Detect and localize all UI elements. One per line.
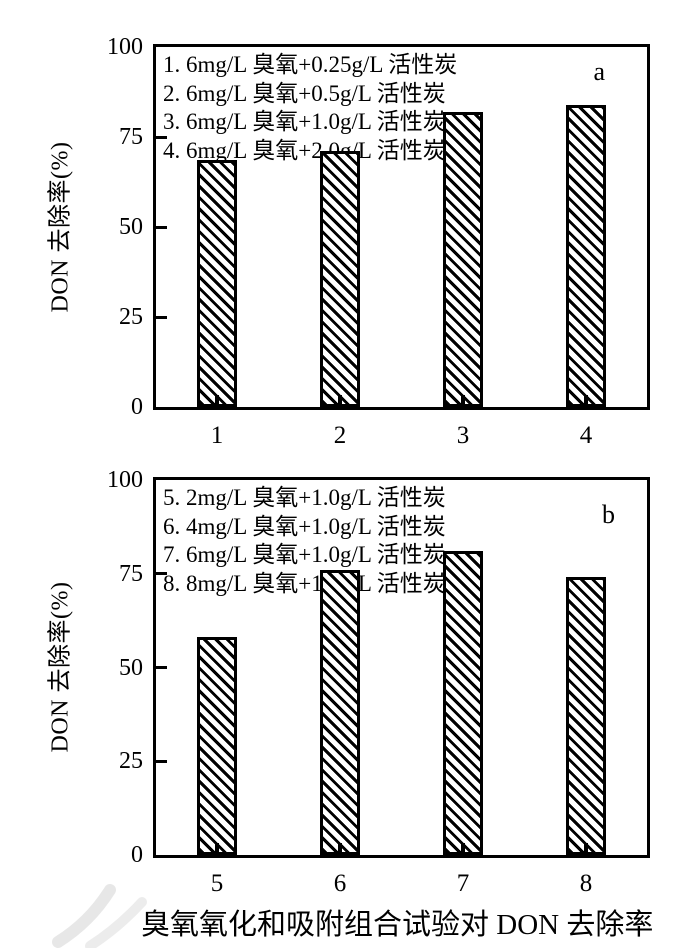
x-tick-mark [215,395,219,404]
y-tick-mark [156,225,167,229]
y-tick-mark [156,572,167,576]
legend-item: 7. 6mg/L 臭氧+1.0g/L 活性炭 [163,542,446,567]
x-tick-label: 6 [333,870,347,897]
y-tick-mark [156,759,167,763]
x-tick-label: 8 [579,870,593,897]
y-tick-label: 75 [119,560,143,587]
bar-5 [197,637,237,855]
legend-item: 4. 6mg/L 臭氧+2.0g/L 活性炭 [163,137,446,163]
y-tick-label: 0 [131,842,143,868]
bar-7 [443,551,483,855]
legend-item: 3. 6mg/L 臭氧+1.0g/L 活性炭 [163,109,446,134]
y-tick-label: 0 [131,394,143,420]
y-tick-label: 25 [119,304,143,330]
x-tick-mark [584,395,588,404]
legend-item: 6. 4mg/L 臭氧+1.0g/L 活性炭 [163,513,446,539]
bar-8 [566,577,606,855]
x-tick-mark [215,843,219,852]
x-tick-mark [461,843,465,852]
x-tick-mark [338,843,342,852]
x-tick-label: 4 [579,422,593,449]
x-tick-label: 1 [210,422,224,449]
bar-3 [443,112,483,407]
legend-item: 5. 2mg/L 臭氧+1.0g/L 活性炭 [163,485,446,510]
y-tick-label: 75 [119,124,143,150]
x-tick-label: 5 [210,870,224,897]
bar-1 [197,160,237,407]
bar-4 [566,105,606,407]
y-tick-mark [156,315,167,319]
x-tick-mark [584,843,588,852]
plot-area-a: 1. 6mg/L 臭氧+0.25g/L 活性炭 2. 6mg/L 臭氧+0.5g/… [153,44,650,410]
legend-b: 5. 2mg/L 臭氧+1.0g/L 活性炭 6. 4mg/L 臭氧+1.0g/L… [163,484,446,598]
legend-a: 1. 6mg/L 臭氧+0.25g/L 活性炭 2. 6mg/L 臭氧+0.5g/… [163,51,457,165]
y-tick-mark [156,135,167,139]
panel-label-a: a [593,57,605,86]
legend-item: 2. 6mg/L 臭氧+0.5g/L 活性炭 [163,80,446,106]
y-tick-label: 50 [119,654,143,681]
x-tick-mark [461,395,465,404]
x-tick-label: 3 [456,422,470,449]
legend-item: 1. 6mg/L 臭氧+0.25g/L 活性炭 [163,52,458,77]
y-tick-label: 100 [107,34,143,60]
y-tick-label: 25 [119,748,143,775]
y-tick-mark [156,666,167,669]
x-tick-label: 7 [456,870,470,897]
plot-area-b: 5. 2mg/L 臭氧+1.0g/L 活性炭 6. 4mg/L 臭氧+1.0g/L… [153,477,650,858]
bar-6 [320,570,360,855]
x-tick-mark [338,395,342,404]
x-tick-label: 2 [333,422,347,449]
watermark-mark [52,884,147,948]
y-tick-label: 100 [107,467,143,493]
figure-caption: 臭氧氧化和吸附组合试验对 DON 去除率 [141,909,654,941]
bar-2 [320,151,360,407]
panel-label-b: b [602,500,615,529]
y-tick-label: 50 [119,214,143,240]
legend-item: 8. 8mg/L 臭氧+1.0g/L 活性炭 [163,570,446,596]
